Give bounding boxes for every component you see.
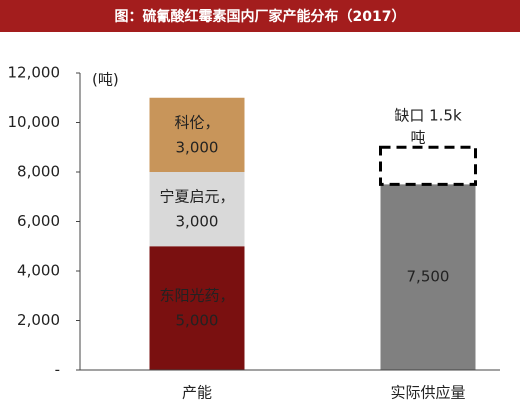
bar-segment — [149, 172, 245, 247]
chart-title: 图：硫氰酸红霉素国内厂家产能分布（2017） — [115, 8, 406, 25]
gap-label-line: 吨 — [410, 128, 425, 146]
gap-label: 缺口 1.5k 吨 — [394, 106, 462, 146]
x-tick-label: 产能 — [182, 384, 212, 402]
gap-label-line: 缺口 1.5k — [394, 106, 462, 124]
value-label: 5,000 — [176, 312, 219, 330]
value-label: 3,000 — [176, 213, 219, 231]
x-tick-label: 实际供应量 — [390, 384, 465, 402]
segment-name: 宁夏启元， — [159, 188, 234, 206]
segment-name: 科伦， — [174, 113, 219, 131]
y-tick-label: 4,000 — [17, 262, 60, 280]
bar-segment — [149, 246, 245, 370]
bar-segment — [379, 145, 477, 186]
value-label: 7,500 — [407, 268, 450, 286]
y-tick-label: 8,000 — [17, 163, 60, 181]
y-tick-label: - — [55, 361, 60, 379]
y-tick-label: 6,000 — [17, 212, 60, 230]
value-label: 3,000 — [176, 138, 219, 156]
y-tick-label: 12,000 — [8, 64, 61, 82]
bar-segment — [149, 97, 245, 172]
y-tick-label: 10,000 — [8, 113, 61, 131]
y-unit: (吨) — [92, 71, 119, 89]
title-bar — [0, 0, 520, 32]
y-tick-label: 2,000 — [17, 311, 60, 329]
segment-name: 东阳光药， — [159, 287, 234, 305]
bar-segment — [380, 184, 476, 370]
